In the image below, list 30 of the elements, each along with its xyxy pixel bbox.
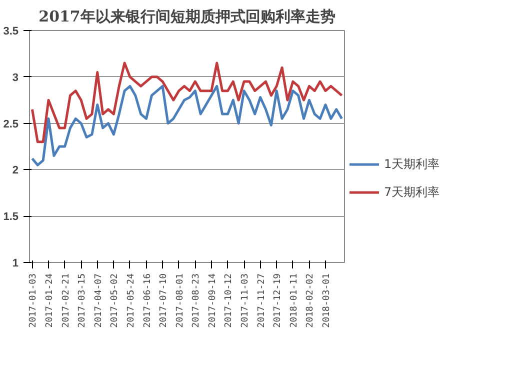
y-tick-label: 3	[12, 72, 19, 84]
x-tick-label: 2017-08-01	[175, 273, 186, 328]
y-tick-label: 2.5	[3, 118, 19, 130]
x-tick-label: 2018-01-11	[289, 273, 300, 328]
x-tick-label: 2018-03-01	[322, 273, 332, 328]
x-tick-label: 2017-03-15	[78, 273, 88, 328]
line-series	[30, 62, 344, 144]
chart-title: 2017年以来银行间短期质押式回购利率走势	[38, 8, 336, 26]
x-tick-label: 2017-05-24	[126, 273, 136, 328]
y-tick-label: 1	[12, 258, 19, 270]
x-tick-label: 2017-02-21	[61, 273, 72, 328]
legend-label: 1天期利率	[384, 156, 440, 172]
x-tick-label: 2017-05-02	[110, 273, 120, 328]
x-tick-label: 2017-12-19	[273, 273, 284, 328]
x-tick-label: 2018-02-02	[306, 273, 316, 328]
x-tick-label: 2017-06-16	[142, 273, 153, 328]
x-tick-label: 2017-01-24	[45, 273, 56, 328]
line-series	[30, 84, 344, 166]
x-tick-label: 2017-07-10	[159, 273, 170, 328]
x-tick-label: 2017-01-03	[28, 273, 39, 328]
y-tick-label: 3.5	[3, 26, 19, 38]
x-tick-label: 2017-10-12	[224, 273, 234, 328]
y-tick-label: 1.5	[3, 211, 19, 224]
x-tick-label: 2017-08-23	[192, 273, 202, 328]
x-tick-label: 2017-11-03	[240, 273, 251, 328]
legend-label: 7天期利率	[384, 184, 440, 200]
x-tick-label: 2017-11-27	[256, 273, 267, 328]
y-tick-label: 2	[12, 164, 19, 177]
x-tick-label: 2017-09-14	[208, 273, 218, 328]
x-tick-label: 2017-04-07	[94, 273, 104, 328]
